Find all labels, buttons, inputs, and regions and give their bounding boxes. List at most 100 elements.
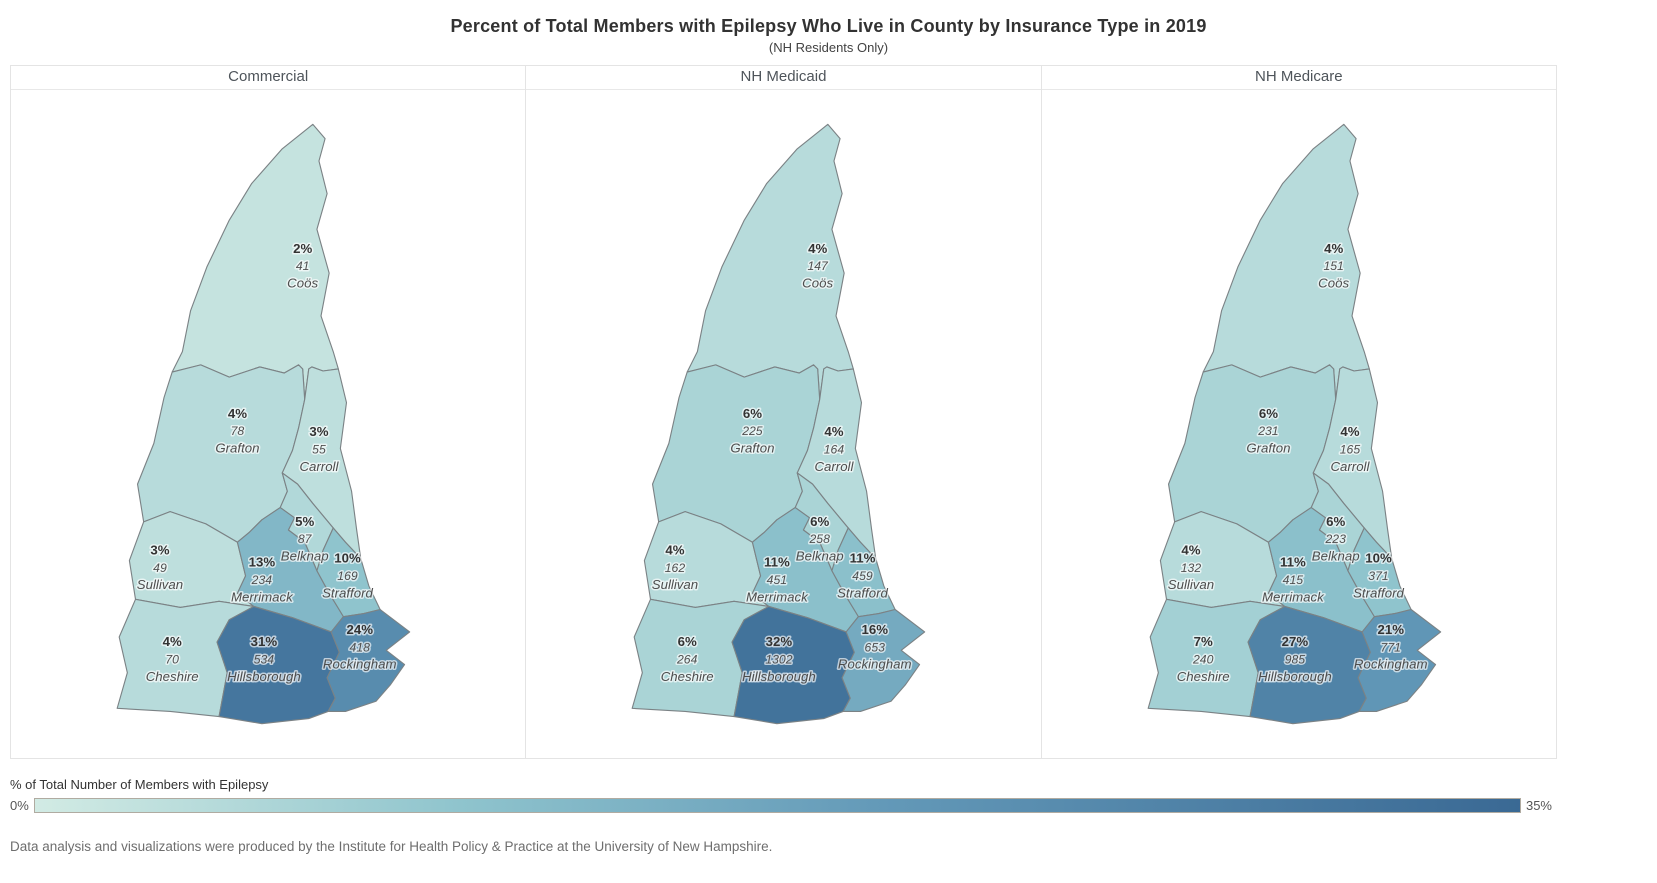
county-name-label-rockingham: Rockingham: [1354, 657, 1428, 672]
county-count-label-merrimack: 451: [767, 573, 787, 587]
county-count-label-grafton: 231: [1257, 424, 1278, 438]
county-name-label-cheshire: Cheshire: [146, 669, 199, 684]
county-percent-label-strafford: 10%: [334, 551, 361, 566]
county-count-label-coos: 151: [1323, 259, 1343, 273]
county-count-label-rockingham: 418: [350, 640, 371, 654]
county-shape-rockingham[interactable]: [842, 608, 926, 712]
county-percent-label-rockingham: 21%: [1377, 622, 1404, 637]
map-nh-medicare: 4% 151 Coös 6% 231 Grafton 4% 165 Carroll 6% 223 Be…: [1042, 90, 1556, 758]
county-name-label-coos: Coös: [287, 275, 318, 290]
county-percent-label-sullivan: 4%: [666, 542, 685, 557]
county-percent-label-rockingham: 24%: [347, 622, 374, 637]
county-name-label-belknap: Belknap: [1312, 549, 1360, 564]
county-name-label-coos: Coös: [803, 275, 834, 290]
county-count-label-hillsborough: 985: [1285, 653, 1306, 667]
title-area: Percent of Total Members with Epilepsy W…: [0, 0, 1657, 57]
county-percent-label-belknap: 6%: [811, 514, 830, 529]
county-name-label-hillsborough: Hillsborough: [1258, 669, 1332, 684]
county-shape-coos[interactable]: [687, 123, 855, 401]
county-count-label-carroll: 165: [1340, 443, 1361, 457]
county-count-label-belknap: 258: [809, 532, 831, 546]
county-count-label-rockingham: 771: [1380, 640, 1400, 654]
county-percent-label-grafton: 6%: [743, 406, 762, 421]
county-name-label-merrimack: Merrimack: [1262, 589, 1325, 604]
county-percent-label-hillsborough: 27%: [1281, 634, 1308, 649]
county-name-label-carroll: Carroll: [1330, 459, 1370, 474]
county-count-label-hillsborough: 534: [254, 653, 275, 667]
county-name-label-belknap: Belknap: [281, 549, 329, 564]
color-legend: % of Total Number of Members with Epilep…: [10, 777, 1552, 813]
county-name-label-rockingham: Rockingham: [838, 657, 912, 672]
county-name-label-sullivan: Sullivan: [137, 577, 183, 592]
county-count-label-strafford: 459: [853, 569, 874, 583]
plot-area: Commercial 2% 41 Coös 4% 78 Grafton 3% 55 Carrol…: [10, 65, 1557, 759]
county-percent-label-merrimack: 11%: [1280, 555, 1306, 570]
county-name-label-strafford: Strafford: [838, 585, 889, 600]
county-count-label-hillsborough: 1302: [766, 653, 793, 667]
legend-title: % of Total Number of Members with Epilep…: [10, 777, 269, 792]
county-name-label-sullivan: Sullivan: [652, 577, 698, 592]
county-percent-label-hillsborough: 32%: [766, 634, 793, 649]
panel-nh-medicaid: NH Medicaid 4% 147 Coös 6% 225 Grafton 4% 164 Ca…: [526, 66, 1042, 758]
county-count-label-merrimack: 234: [251, 573, 273, 587]
footer-credit: Data analysis and visualizations were pr…: [10, 839, 773, 854]
county-percent-label-coos: 4%: [809, 241, 828, 256]
county-percent-label-sullivan: 4%: [1181, 542, 1200, 557]
county-shape-coos[interactable]: [1202, 123, 1370, 401]
county-count-label-cheshire: 70: [166, 653, 180, 667]
county-name-label-strafford: Strafford: [1353, 585, 1404, 600]
county-name-label-grafton: Grafton: [216, 441, 260, 456]
county-count-label-grafton: 225: [742, 424, 764, 438]
county-name-label-carroll: Carroll: [300, 459, 340, 474]
county-percent-label-strafford: 11%: [850, 551, 876, 566]
county-percent-label-carroll: 4%: [1340, 424, 1359, 439]
county-percent-label-hillsborough: 31%: [251, 634, 278, 649]
panel-header-nh-medicare: NH Medicare: [1041, 66, 1556, 90]
county-count-label-carroll: 164: [824, 443, 845, 457]
county-count-label-rockingham: 653: [865, 640, 886, 654]
county-percent-label-rockingham: 16%: [862, 622, 889, 637]
county-percent-label-carroll: 3%: [310, 424, 329, 439]
county-name-label-belknap: Belknap: [796, 549, 844, 564]
county-name-label-rockingham: Rockingham: [323, 657, 397, 672]
county-count-label-merrimack: 415: [1283, 573, 1304, 587]
county-name-label-hillsborough: Hillsborough: [743, 669, 817, 684]
county-count-label-strafford: 169: [337, 569, 358, 583]
county-percent-label-coos: 4%: [1324, 241, 1343, 256]
nh-county-map-0: 2% 41 Coös 4% 78 Grafton 3% 55 Carroll 5% 87 Belkna…: [116, 123, 411, 725]
legend-min-label: 0%: [10, 798, 29, 813]
county-count-label-strafford: 371: [1368, 569, 1388, 583]
county-shape-coos[interactable]: [171, 123, 340, 401]
county-count-label-sullivan: 132: [1181, 561, 1202, 575]
county-count-label-belknap: 223: [1324, 532, 1346, 546]
county-percent-label-coos: 2%: [293, 241, 312, 256]
county-shape-rockingham[interactable]: [1357, 608, 1442, 712]
county-name-label-merrimack: Merrimack: [231, 589, 294, 604]
map-nh-medicaid: 4% 147 Coös 6% 225 Grafton 4% 164 Carroll 6% 258 Be…: [526, 90, 1040, 758]
county-name-label-carroll: Carroll: [815, 459, 855, 474]
county-percent-label-grafton: 6%: [1259, 406, 1278, 421]
county-name-label-merrimack: Merrimack: [746, 589, 809, 604]
county-shape-rockingham[interactable]: [326, 608, 411, 712]
legend-gradient-bar: [33, 798, 1521, 813]
county-count-label-cheshire: 264: [676, 653, 698, 667]
nh-county-map-1: 4% 147 Coös 6% 225 Grafton 4% 164 Carroll 6% 258 Be…: [632, 123, 926, 725]
county-percent-label-cheshire: 4%: [163, 634, 182, 649]
county-percent-label-cheshire: 6%: [678, 634, 697, 649]
county-count-label-carroll: 55: [312, 443, 326, 457]
county-name-label-strafford: Strafford: [322, 585, 373, 600]
county-count-label-cheshire: 240: [1192, 653, 1214, 667]
county-percent-label-merrimack: 11%: [764, 555, 790, 570]
county-name-label-grafton: Grafton: [731, 441, 775, 456]
county-name-label-coos: Coös: [1318, 275, 1349, 290]
county-count-label-belknap: 87: [298, 532, 313, 546]
county-name-label-grafton: Grafton: [1246, 441, 1290, 456]
panel-header-commercial: Commercial: [11, 66, 526, 90]
county-percent-label-sullivan: 3%: [151, 542, 170, 557]
county-name-label-sullivan: Sullivan: [1168, 577, 1214, 592]
county-percent-label-cheshire: 7%: [1193, 634, 1212, 649]
panel-nh-medicare: NH Medicare 4% 151 Coös 6% 231 Grafton 4% 165 Ca…: [1041, 66, 1556, 758]
county-percent-label-carroll: 4%: [825, 424, 844, 439]
county-count-label-sullivan: 49: [153, 561, 167, 575]
chart-title: Percent of Total Members with Epilepsy W…: [450, 16, 1207, 36]
